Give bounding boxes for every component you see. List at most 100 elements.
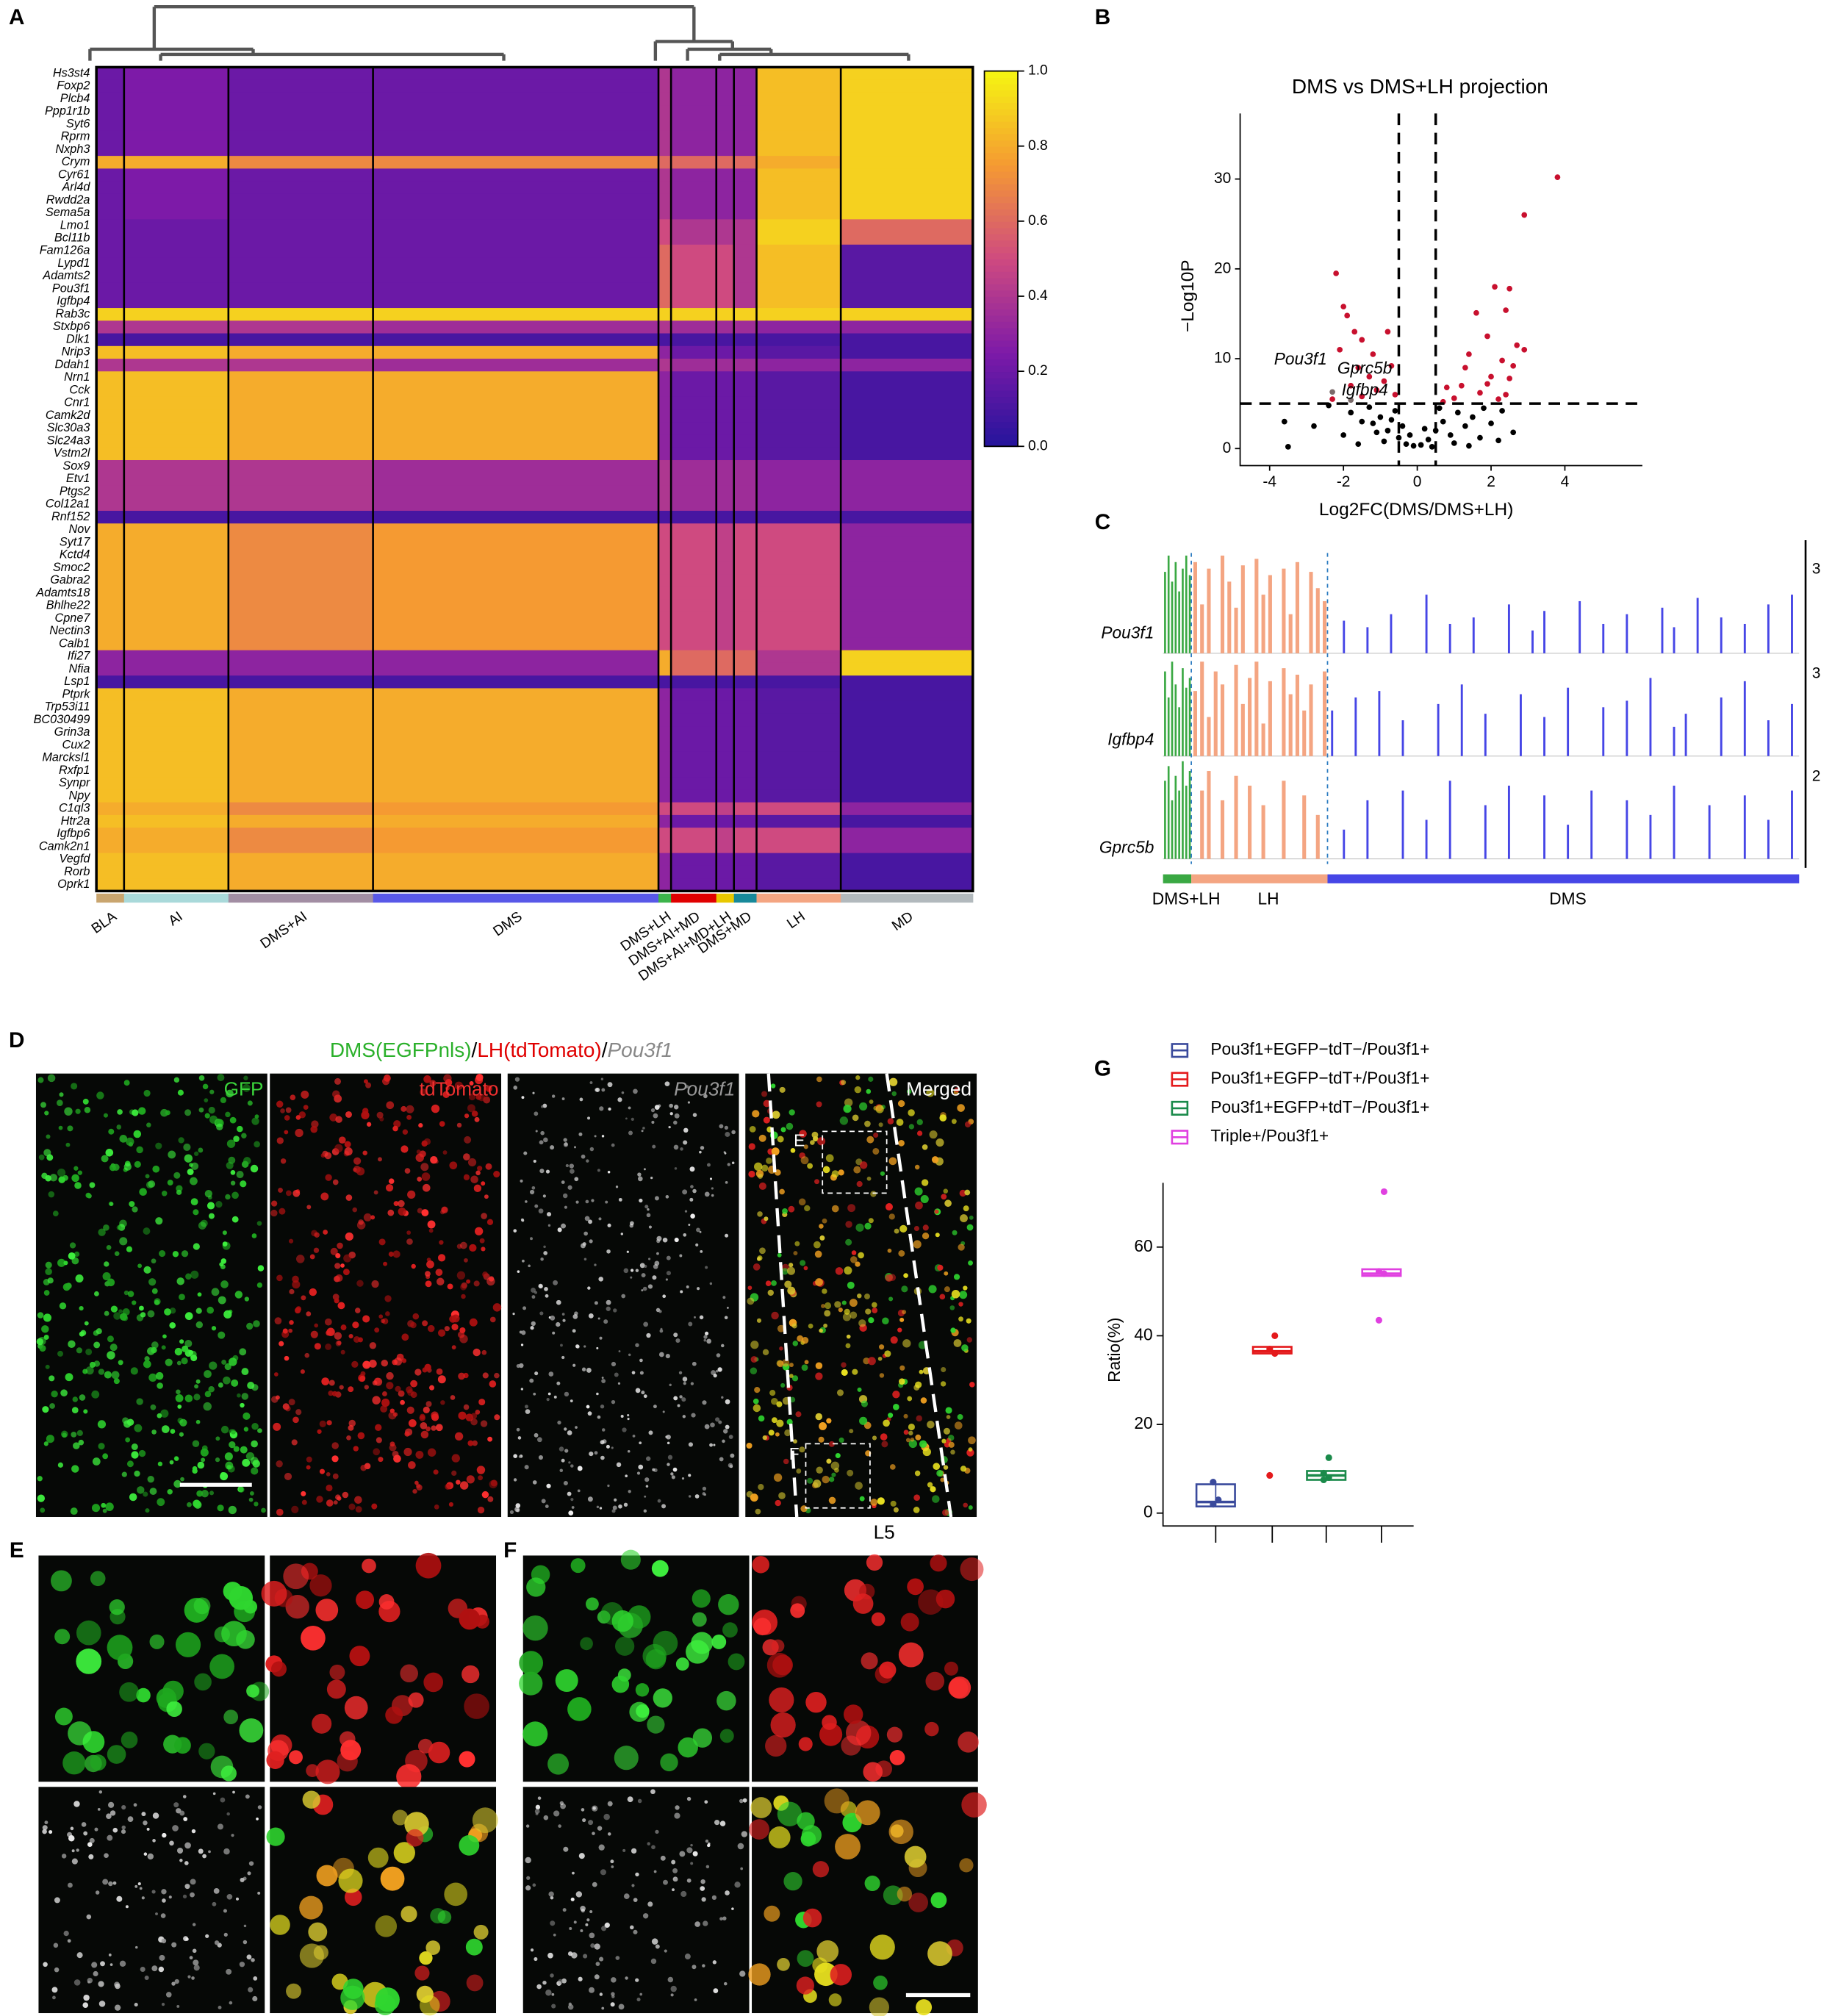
cell-signal <box>481 1491 489 1499</box>
cell-signal <box>724 1152 727 1155</box>
cell-signal <box>348 1419 356 1427</box>
heat-cell <box>228 181 374 195</box>
cell-signal <box>613 1308 617 1313</box>
cell-signal <box>226 1968 232 1975</box>
cluster-bar <box>228 893 374 903</box>
cell-signal <box>662 1294 667 1299</box>
cell-signal <box>770 1712 796 1738</box>
cell-signal <box>202 1854 206 1859</box>
cell-signal <box>518 1455 522 1458</box>
gene-label: Nrip3 <box>62 345 90 359</box>
point <box>1481 405 1487 412</box>
cell-signal <box>713 1443 716 1446</box>
cell-signal <box>765 1280 772 1287</box>
cell-signal <box>531 1185 536 1190</box>
cell-signal <box>711 1635 727 1649</box>
heat-cell <box>671 345 717 359</box>
cell-signal <box>647 1715 665 1734</box>
heat-cell <box>96 168 125 182</box>
cell-signal <box>614 1498 617 1502</box>
cell-signal <box>437 1254 446 1262</box>
cell-signal <box>590 1943 595 1948</box>
cell-signal <box>575 1200 579 1204</box>
cell-signal <box>776 1401 783 1407</box>
cell-signal <box>525 1885 531 1891</box>
cell-signal <box>225 1194 231 1200</box>
cell-signal <box>118 1360 123 1366</box>
data-point <box>1266 1471 1274 1479</box>
cell-signal <box>603 1813 610 1821</box>
cell-signal <box>916 1999 933 2016</box>
cell-signal <box>709 1443 714 1447</box>
cell-signal <box>789 1374 794 1378</box>
cell-signal <box>114 1981 120 1988</box>
track-max-label: 3 <box>1812 561 1821 578</box>
cell-signal <box>143 1089 151 1097</box>
cell-signal <box>653 1405 657 1409</box>
track-bar <box>1543 795 1545 859</box>
heat-cell <box>96 193 125 207</box>
heat-cell <box>96 726 125 739</box>
cell-signal <box>337 1302 345 1310</box>
heat-cell <box>716 726 735 739</box>
cell-signal <box>907 1088 912 1094</box>
cell-signal <box>575 1891 583 1898</box>
cell-signal <box>567 1951 573 1956</box>
cell-signal <box>543 1251 547 1255</box>
heat-cell <box>671 270 717 284</box>
cell-signal <box>436 1368 443 1375</box>
cell-signal <box>803 1144 808 1149</box>
heat-cell <box>658 713 672 727</box>
cell-signal <box>334 1298 340 1304</box>
heat-cell <box>733 485 758 499</box>
gene-label: Cyr61 <box>58 168 90 181</box>
heat-cell <box>733 105 758 118</box>
point <box>1373 429 1380 436</box>
cell-signal <box>95 1890 100 1895</box>
cell-signal <box>430 1156 438 1164</box>
cell-signal <box>306 1205 312 1210</box>
cell-signal <box>57 1258 66 1267</box>
cell-signal <box>470 1418 478 1426</box>
colorbar-slice <box>984 146 1019 154</box>
heat-cell <box>96 409 125 423</box>
heat-cell <box>671 561 717 575</box>
cell-signal <box>643 1321 649 1327</box>
track-bar <box>1207 771 1211 859</box>
cell-signal <box>380 1866 405 1891</box>
cell-signal <box>819 1328 823 1333</box>
heat-cell <box>716 599 735 613</box>
cell-signal <box>750 1341 759 1349</box>
cell-signal <box>620 1233 624 1235</box>
cell-signal <box>892 1404 899 1410</box>
cell-signal <box>340 1263 345 1268</box>
cell-signal <box>583 1954 588 1959</box>
cell-signal <box>447 1283 453 1290</box>
track-gene-label: Gprc5b <box>1099 838 1154 857</box>
point <box>1503 307 1509 313</box>
track-bar <box>1171 661 1174 756</box>
heat-cell <box>716 814 735 828</box>
cell-signal <box>884 1350 891 1357</box>
point <box>1429 444 1435 450</box>
cell-signal <box>192 1468 198 1474</box>
cell-signal <box>310 1125 318 1133</box>
cell-signal <box>324 1152 332 1160</box>
track-bar <box>1240 703 1245 756</box>
cell-signal <box>464 1693 489 1719</box>
cell-signal <box>725 1131 730 1137</box>
cell-signal <box>574 1311 578 1316</box>
heat-cell <box>658 865 672 879</box>
cell-signal <box>598 1217 602 1221</box>
cell-signal <box>873 1975 888 1990</box>
heat-cell <box>228 156 374 169</box>
cell-signal <box>639 1441 642 1445</box>
track-bar <box>1366 627 1369 653</box>
cell-signal <box>282 1328 288 1334</box>
cell-signal <box>112 1827 118 1833</box>
cell-signal <box>257 1428 262 1433</box>
point <box>1329 396 1335 402</box>
cell-signal <box>209 1361 218 1370</box>
heat-cell <box>841 485 974 499</box>
cell-signal <box>943 1465 949 1470</box>
